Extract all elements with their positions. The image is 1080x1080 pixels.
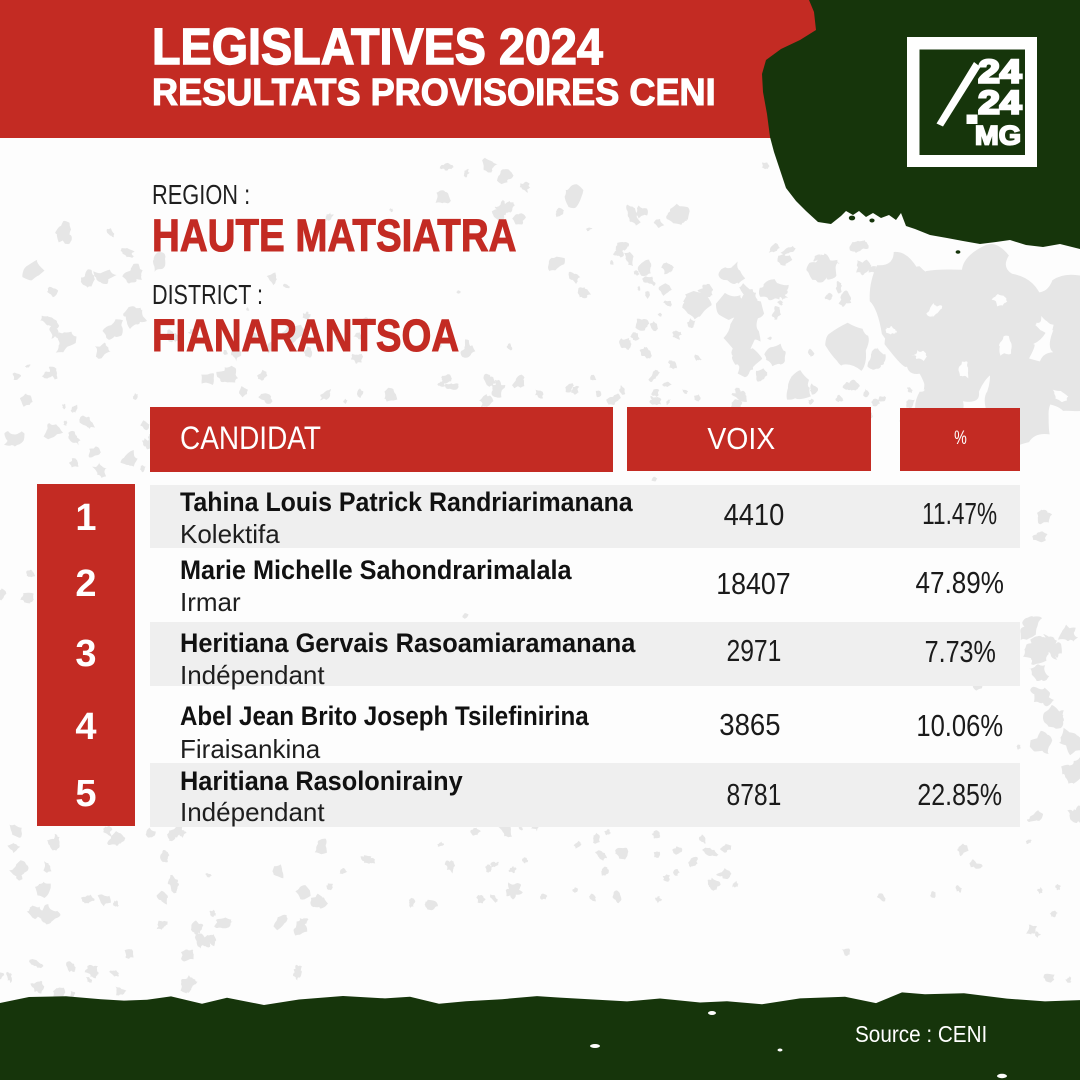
svg-text:MG: MG — [975, 120, 1021, 150]
svg-text:24: 24 — [978, 85, 1022, 121]
svg-text:24: 24 — [978, 54, 1022, 90]
